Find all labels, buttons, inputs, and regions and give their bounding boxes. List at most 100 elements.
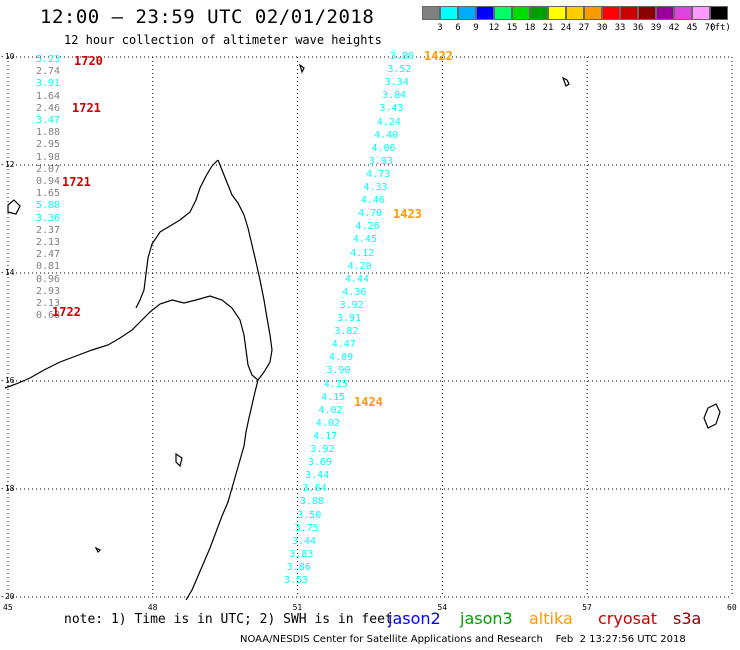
madagascar-coast-south xyxy=(185,379,259,601)
swh-value: 3.43 xyxy=(379,103,404,115)
swh-value: 5.88 xyxy=(36,200,61,212)
pass-time-label: 1721 xyxy=(72,101,101,115)
swh-value: 2.07 xyxy=(36,163,61,175)
legend-label: 33 xyxy=(614,23,626,33)
swh-value: 4.15 xyxy=(323,378,348,390)
swh-value: 4.20 xyxy=(347,260,372,272)
swh-value: 3.92 xyxy=(339,299,364,311)
legend-swatch xyxy=(440,6,458,20)
swh-value: 3.44 xyxy=(291,535,317,547)
islet-1 xyxy=(7,199,21,215)
map-subtitle: 12 hour collection of altimeter wave hei… xyxy=(64,33,382,47)
units-note: note: 1) Time is in UTC; 2) SWH is in fe… xyxy=(64,612,393,627)
swh-value: 3.44 xyxy=(305,470,330,482)
swh-value: 4.36 xyxy=(342,286,367,298)
swh-value: 4.47 xyxy=(331,339,356,351)
pass-time-label: 1424 xyxy=(354,395,383,409)
swh-value: 3.69 xyxy=(307,457,332,469)
swh-value: 4.33 xyxy=(363,182,388,193)
swh-value: 2.47 xyxy=(36,249,61,261)
swh-value: 4.02 xyxy=(315,417,340,429)
legend-label: 39 xyxy=(650,23,662,33)
swh-value: 3.83 xyxy=(289,548,314,560)
coastline-madagascar xyxy=(4,63,721,601)
swh-value: 5.23 xyxy=(36,54,61,65)
islet-5 xyxy=(298,63,305,74)
swh-value: 1.64 xyxy=(36,90,61,102)
latitude-label: -20 xyxy=(0,592,15,601)
legend-label: 6 xyxy=(455,23,461,33)
swh-value: 3.91 xyxy=(36,78,61,90)
legend-swatch xyxy=(674,6,692,20)
swh-value: 4.70 xyxy=(358,208,383,220)
madagascar-coast-north xyxy=(4,159,273,389)
legend-label: 21 xyxy=(542,23,554,33)
swh-value: 2.13 xyxy=(36,237,61,248)
longitude-label: 45 xyxy=(3,603,13,612)
swh-value: 4.02 xyxy=(318,404,343,416)
longitude-label: 51 xyxy=(292,603,303,612)
longitude-label: 60 xyxy=(727,603,737,612)
legend-swatch xyxy=(602,6,620,20)
legend-label: 15 xyxy=(506,23,518,33)
legend-label: 24 xyxy=(560,23,572,33)
pass-time-label: 1721 xyxy=(62,175,91,189)
swh-value: 4.45 xyxy=(352,234,377,246)
legend-label: 42 xyxy=(668,23,680,33)
latitude-label: -16 xyxy=(0,376,15,385)
legend-swatch xyxy=(566,6,584,20)
legend-label: 12 xyxy=(488,23,500,33)
swh-value: 3.36 xyxy=(36,212,61,224)
swh-value: 3.80 xyxy=(390,51,415,62)
swh-value: 3.53 xyxy=(284,575,309,586)
legend-label: 30 xyxy=(596,23,608,33)
credit-line: NOAA/NESDIS Center for Satellite Applica… xyxy=(240,634,686,645)
longitude-label: 48 xyxy=(147,603,158,612)
swh-value: 2.93 xyxy=(36,285,61,297)
swh-value: 3.88 xyxy=(299,496,324,508)
swh-value: 2.95 xyxy=(36,139,61,151)
satellite-name: altika xyxy=(529,609,573,628)
swh-value: 3.64 xyxy=(302,483,327,495)
latitude-label: -12 xyxy=(0,160,15,169)
legend-swatch xyxy=(512,6,530,20)
swh-value: 3.84 xyxy=(382,90,407,102)
satellite-name: jason3 xyxy=(460,609,513,628)
legend-swatch xyxy=(638,6,656,20)
swh-value: 0.68 xyxy=(36,310,61,322)
swh-value: 3.92 xyxy=(310,444,335,455)
pass-time-label: 1423 xyxy=(393,207,422,221)
legend-label: 45 xyxy=(686,23,698,33)
satellite-name: cryosat xyxy=(598,609,658,628)
legend-swatch xyxy=(422,6,440,20)
swh-value: 4.06 xyxy=(371,142,396,154)
legend-label: 27 xyxy=(578,23,590,33)
swh-value: 3.91 xyxy=(337,313,362,324)
swh-value: 3.52 xyxy=(387,64,412,76)
legend-swatch xyxy=(584,6,602,20)
swh-value: 1.98 xyxy=(36,151,61,163)
swh-value: 4.24 xyxy=(376,116,401,128)
legend-label: 70 xyxy=(704,23,716,33)
legend-label: 18 xyxy=(524,23,536,33)
swh-value: 2.46 xyxy=(36,102,61,114)
map-title: 12:00 – 23:59 UTC 02/01/2018 xyxy=(40,6,375,28)
swh-value: 3.34 xyxy=(384,77,409,89)
legend-label: 3 xyxy=(437,23,443,33)
legend-swatch xyxy=(692,6,710,20)
swh-value: 4.12 xyxy=(350,247,375,259)
longitude-label: 54 xyxy=(437,603,448,612)
swh-value: 3.90 xyxy=(326,365,351,377)
swh-value: 3.93 xyxy=(368,155,393,167)
swh-value: 4.26 xyxy=(355,221,380,233)
swh-value: 1.88 xyxy=(36,127,61,139)
swh-value: 3.50 xyxy=(297,509,322,521)
legend-label: 9 xyxy=(473,23,479,33)
swh-value: 4.17 xyxy=(313,430,338,442)
legend-swatch xyxy=(494,6,512,20)
swh-value: 4.09 xyxy=(329,352,354,364)
swh-value: 0.81 xyxy=(36,261,61,273)
swh-value: 4.44 xyxy=(344,273,370,285)
swh-value: 0.96 xyxy=(36,273,61,285)
